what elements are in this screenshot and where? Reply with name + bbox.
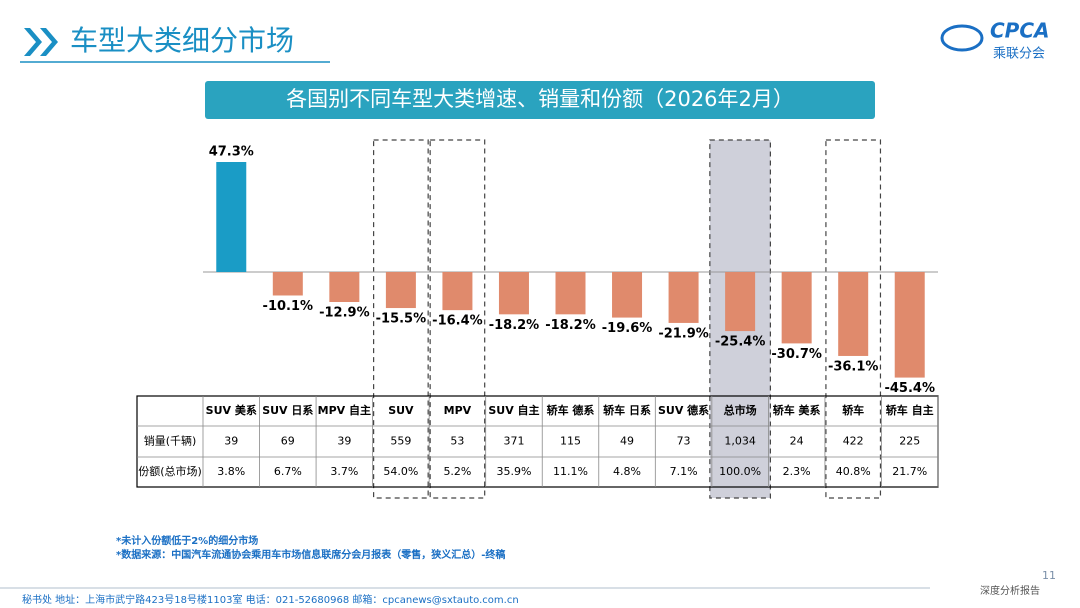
- table-cell: 53: [450, 435, 464, 448]
- value-label: -12.9%: [319, 306, 370, 321]
- note: *数据来源：中国汽车流通协会乘用车市场信息联席分会月报表（零售，狭义汇总）-终稿: [116, 548, 505, 561]
- page-title: 车型大类细分市场: [70, 24, 294, 57]
- table-cell: 5.2%: [443, 465, 471, 478]
- table-header: 总市场: [724, 403, 757, 417]
- chart-area: 47.3% -10.1% -12.9% -15.5% -16.4% -18.2% -18.2…: [136, 139, 939, 499]
- table-header: MPV 自主: [318, 403, 371, 417]
- table-header: 轿车 德系: [547, 403, 595, 417]
- value-label: -10.1%: [263, 299, 314, 314]
- bar: [442, 272, 473, 311]
- table-cell: 40.8%: [836, 465, 871, 478]
- table-cell: 73: [677, 435, 691, 448]
- table-header: SUV 德系: [658, 403, 709, 417]
- chart-title: 各国别不同车型大类增速、销量和份额（2026年2月）: [286, 87, 794, 111]
- logo-text: CPCA: [990, 19, 1050, 43]
- table-cell: 100.0%: [719, 465, 761, 478]
- logo-mark: [940, 24, 984, 52]
- value-label: -21.9%: [658, 326, 709, 341]
- bar: [385, 272, 416, 309]
- chevron-icon: [24, 28, 58, 56]
- highlight-box: [429, 139, 486, 499]
- table-cell: 1,034: [724, 435, 756, 448]
- value-label: -19.6%: [602, 321, 653, 336]
- footer-report: 深度分析报告: [980, 584, 1040, 597]
- table-cell: 6.7%: [274, 465, 302, 478]
- value-label: -45.4%: [884, 381, 935, 396]
- bar: [555, 272, 586, 315]
- bar: [781, 272, 812, 344]
- bar: [894, 272, 925, 378]
- value-label: -25.4%: [715, 335, 766, 350]
- table-cell: 559: [390, 435, 411, 448]
- bar: [725, 272, 756, 332]
- table-cell: 39: [224, 435, 238, 448]
- note: *未计入份额低于2%的细分市场: [116, 534, 258, 547]
- table-cell: 3.8%: [217, 465, 245, 478]
- table-header: 轿车: [842, 403, 864, 417]
- table-header: SUV 美系: [206, 403, 257, 417]
- table-header: SUV 自主: [488, 403, 539, 417]
- bar: [612, 272, 643, 318]
- table-cell: 422: [843, 435, 864, 448]
- value-label: 47.3%: [209, 145, 254, 160]
- value-label: -36.1%: [828, 359, 879, 374]
- bar: [498, 272, 529, 315]
- table-header: MPV: [444, 404, 472, 417]
- table-header: 轿车 自主: [886, 403, 934, 417]
- bar: [329, 272, 360, 302]
- bar: [668, 272, 699, 323]
- table-cell: 69: [281, 435, 295, 448]
- highlight-box: [825, 139, 882, 499]
- table-cell: 21.7%: [892, 465, 927, 478]
- row-label: 销量(千辆): [144, 434, 197, 448]
- bar: [838, 272, 869, 356]
- table-cell: 115: [560, 435, 581, 448]
- table-cell: 4.8%: [613, 465, 641, 478]
- logo-sub: 乘联分会: [993, 47, 1045, 62]
- row-label: 份额(总市场): [138, 464, 202, 478]
- bar: [216, 162, 247, 272]
- value-label: -18.2%: [545, 318, 596, 333]
- table-cell: 3.7%: [330, 465, 358, 478]
- table-cell: 54.0%: [383, 465, 418, 478]
- table-cell: 11.1%: [553, 465, 588, 478]
- table-cell: 35.9%: [496, 465, 531, 478]
- table-cell: 2.3%: [783, 465, 811, 478]
- value-label: -16.4%: [432, 314, 483, 329]
- highlight-box: [373, 139, 429, 499]
- value-label: -18.2%: [489, 318, 540, 333]
- table-cell: 225: [899, 435, 920, 448]
- table-header: 轿车 日系: [603, 403, 651, 417]
- table-header: SUV: [388, 404, 414, 417]
- footer-address: 秘书处 地址：上海市武宁路423号18号楼1103室 电话：021-526809…: [22, 593, 519, 606]
- chart-title-banner: [205, 81, 875, 119]
- table-header: SUV 日系: [262, 403, 313, 417]
- bar: [272, 272, 303, 296]
- value-label: -30.7%: [771, 347, 822, 362]
- table-cell: 7.1%: [670, 465, 698, 478]
- value-label: -15.5%: [376, 312, 427, 327]
- table-cell: 24: [790, 435, 804, 448]
- table-cell: 49: [620, 435, 634, 448]
- page-number: 11: [1042, 569, 1056, 582]
- table-cell: 39: [337, 435, 351, 448]
- table-header: 轿车 美系: [773, 403, 821, 417]
- table-cell: 371: [503, 435, 524, 448]
